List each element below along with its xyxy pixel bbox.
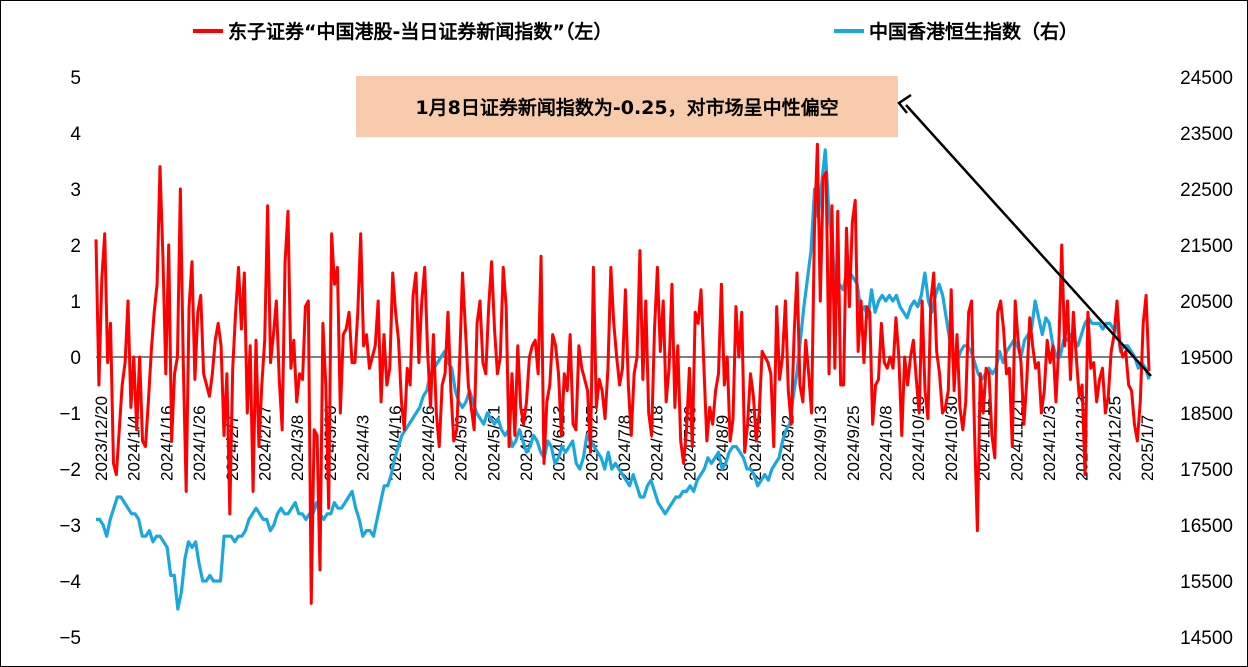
left-y-tick-label: 5 bbox=[70, 68, 81, 89]
annotation-arrow-line bbox=[905, 104, 1152, 377]
arrow-head-icon bbox=[897, 93, 912, 114]
left-y-tick-label: −5 bbox=[59, 628, 81, 649]
right-y-tick-label: 21500 bbox=[1180, 236, 1233, 257]
right-y-tick-label: 16500 bbox=[1180, 516, 1233, 537]
x-tick-label: 2024/8/21 bbox=[746, 405, 765, 481]
x-tick-label: 2024/9/13 bbox=[811, 405, 830, 481]
legend-label: 中国香港恒生指数（右） bbox=[869, 20, 1078, 43]
x-tick-label: 2024/10/8 bbox=[877, 405, 896, 481]
right-y-tick-label: 19500 bbox=[1180, 348, 1233, 369]
left-y-tick-label: 2 bbox=[70, 236, 81, 257]
x-tick-label: 2024/5/31 bbox=[517, 405, 536, 481]
left-y-tick-label: −2 bbox=[59, 460, 81, 481]
legend: 东子证券“中国港股-当日证券新闻指数”（左） 中国香港恒生指数（右） bbox=[193, 20, 1078, 43]
news-index-line bbox=[94, 142, 1151, 605]
annotation: 1月8日证券新闻指数为-0.25，对市场呈中性偏空 bbox=[356, 76, 1152, 377]
x-tick-label: 2024/10/30 bbox=[942, 396, 961, 481]
legend-label: 东子证券“中国港股-当日证券新闻指数”（左） bbox=[228, 20, 612, 43]
x-tick-label: 2024/4/26 bbox=[419, 405, 438, 481]
right-y-tick-label: 15500 bbox=[1180, 572, 1233, 593]
left-y-tick-label: −3 bbox=[59, 516, 81, 537]
right-y-tick-label: 20500 bbox=[1180, 292, 1233, 313]
x-tick-label: 2024/5/9 bbox=[452, 415, 471, 481]
annotation-box bbox=[356, 76, 898, 137]
x-tick-label: 2024/10/18 bbox=[909, 396, 928, 481]
x-tick-label: 2024/7/8 bbox=[615, 415, 634, 481]
left-y-axis: 5 4 3 2 1 0 −1 −2 −3 −4 −5 bbox=[59, 68, 81, 649]
right-y-tick-label: 23500 bbox=[1180, 124, 1233, 145]
x-tick-label: 2024/1/4 bbox=[125, 415, 144, 481]
x-tick-label: 2024/4/16 bbox=[386, 405, 405, 481]
x-tick-label: 2023/12/20 bbox=[92, 396, 111, 481]
x-tick-label: 2024/9/25 bbox=[844, 405, 863, 481]
annotation-text: 1月8日证券新闻指数为-0.25，对市场呈中性偏空 bbox=[415, 96, 838, 119]
left-y-tick-label: −1 bbox=[59, 404, 81, 425]
x-tick-label: 2024/9/2 bbox=[778, 415, 797, 481]
series-layer bbox=[94, 142, 1151, 611]
right-y-tick-label: 18500 bbox=[1180, 404, 1233, 425]
left-y-tick-label: 3 bbox=[70, 180, 81, 201]
x-tick-label: 2025/1/7 bbox=[1138, 415, 1157, 481]
left-y-tick-label: 0 bbox=[70, 348, 81, 369]
right-y-tick-label: 24500 bbox=[1180, 68, 1233, 89]
left-y-tick-label: −4 bbox=[59, 572, 81, 593]
left-y-tick-label: 1 bbox=[70, 292, 81, 313]
x-tick-label: 2024/3/8 bbox=[288, 415, 307, 481]
x-tick-label: 2024/12/25 bbox=[1105, 396, 1124, 481]
right-y-tick-label: 17500 bbox=[1180, 460, 1233, 481]
right-y-tick-label: 14500 bbox=[1180, 628, 1233, 649]
left-y-tick-label: 4 bbox=[70, 124, 81, 145]
x-tick-label: 2024/4/3 bbox=[354, 415, 373, 481]
x-axis: 2023/12/20 2024/1/4 2024/1/16 2024/1/26 2024… bbox=[92, 356, 1157, 481]
x-tick-label: 2024/1/26 bbox=[190, 405, 209, 481]
x-tick-label: 2024/8/9 bbox=[713, 415, 732, 481]
right-y-tick-label: 22500 bbox=[1180, 180, 1233, 201]
right-y-axis: 24500 23500 22500 21500 20500 19500 18500 17500… bbox=[1180, 68, 1233, 649]
x-tick-label: 2024/12/3 bbox=[1040, 405, 1059, 481]
